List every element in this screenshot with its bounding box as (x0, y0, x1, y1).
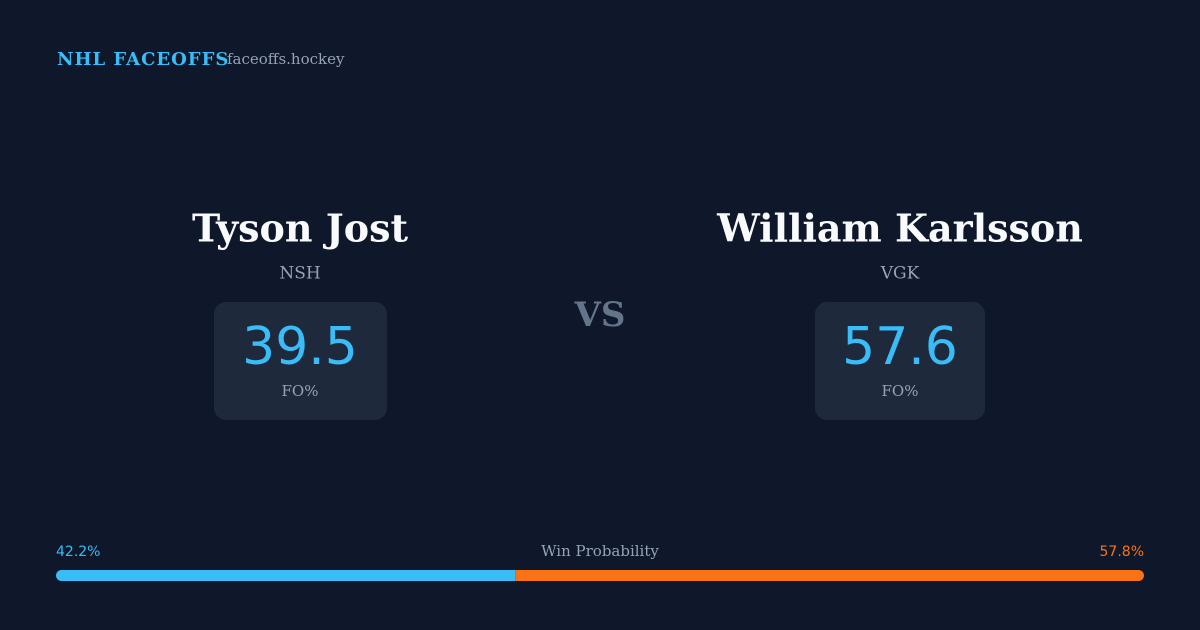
win-prob-segment (56, 570, 516, 581)
win-prob-segment (515, 570, 1144, 581)
versus: VS (574, 295, 626, 335)
fo-label: FO% (882, 382, 919, 400)
stat-box (815, 302, 985, 420)
site: faceoffs.hockey (227, 50, 345, 68)
fo-value: 39.5 (242, 317, 358, 377)
win-prob-label: 57.8% (1100, 544, 1144, 560)
player-name: William Karlsson (716, 206, 1083, 251)
win-prob-title: Win Probability (541, 542, 659, 560)
fo-label: FO% (282, 382, 319, 400)
player-name: Tyson Jost (192, 206, 408, 251)
win-prob-bar (56, 570, 1144, 581)
team: NSH (279, 264, 320, 284)
stat-box (214, 302, 387, 420)
fo-value: 57.6 (842, 317, 958, 377)
win-prob-label: 42.2% (56, 544, 100, 560)
brand: NHL FACEOFFS (57, 49, 229, 70)
team: VGK (880, 264, 920, 284)
